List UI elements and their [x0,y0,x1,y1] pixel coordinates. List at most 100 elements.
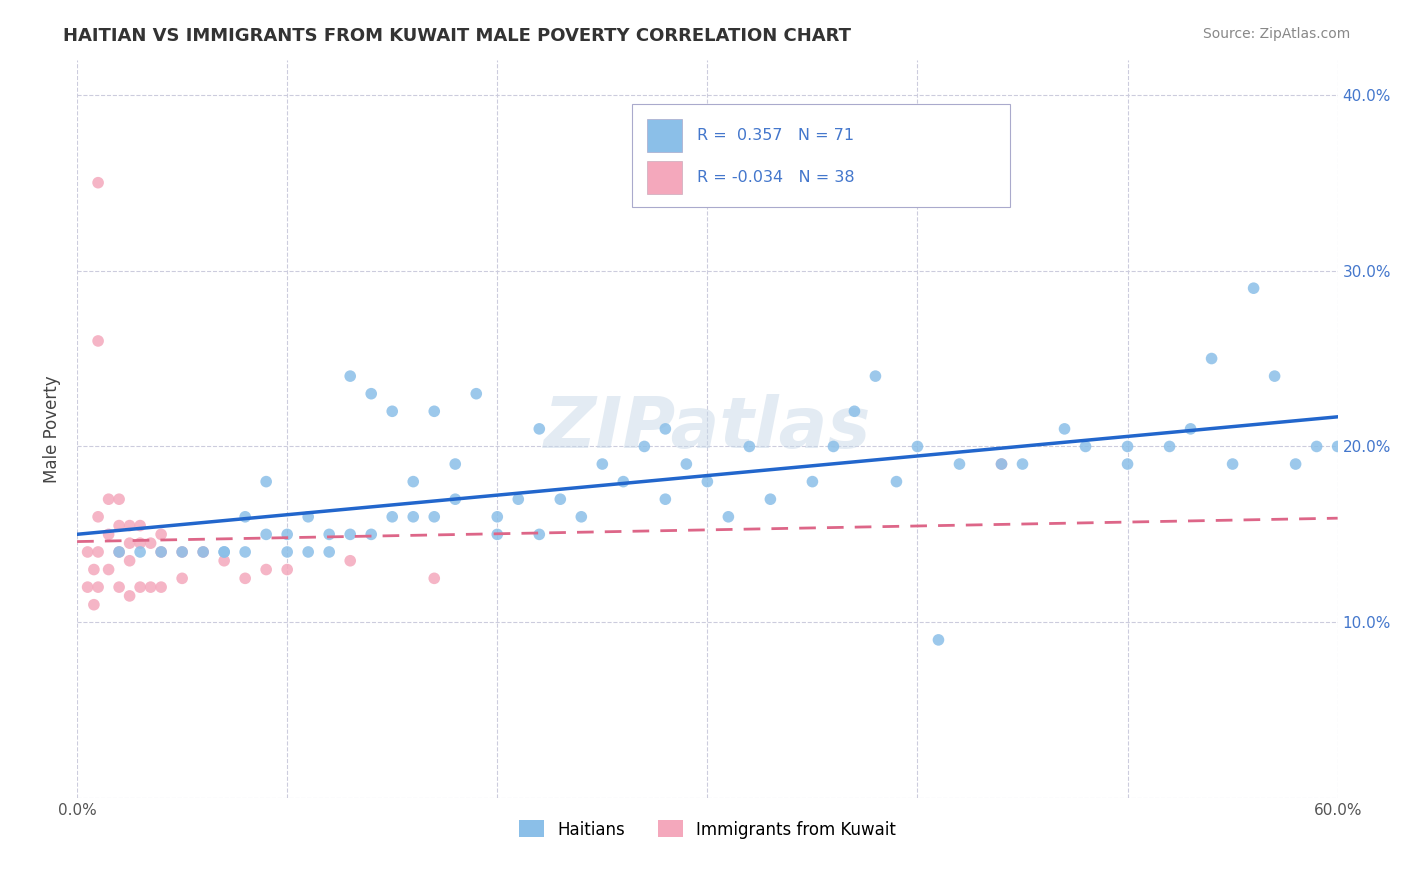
Point [108,518,131,533]
Point [508,492,530,507]
Point [108,545,131,559]
Point [738,440,761,454]
Point [87,545,110,559]
Point [1053,422,1076,436]
Point [276,527,298,541]
Point [990,457,1012,471]
FancyBboxPatch shape [647,161,682,194]
Point [139,536,162,550]
Point [297,545,319,559]
Point [1074,440,1097,454]
FancyBboxPatch shape [647,119,682,152]
Point [254,527,277,541]
Point [529,527,551,541]
Text: R = -0.034   N = 38: R = -0.034 N = 38 [697,170,855,186]
Point [801,475,824,489]
Point [360,527,382,541]
Point [339,554,361,568]
Point [150,545,173,559]
Point [569,509,592,524]
Point [76,545,98,559]
Point [696,475,718,489]
Point [423,509,446,524]
Point [76,580,98,594]
Point [87,334,110,348]
Point [212,554,235,568]
Point [423,571,446,585]
Point [1243,281,1265,295]
Point [97,527,120,541]
Point [318,545,340,559]
Point [1011,457,1033,471]
Point [360,386,382,401]
Point [87,176,110,190]
Point [129,545,152,559]
Point [87,509,110,524]
Point [87,580,110,594]
Point [97,563,120,577]
Point [339,369,361,384]
Point [150,580,173,594]
Point [118,554,141,568]
Point [865,369,887,384]
Point [402,509,425,524]
Point [254,563,277,577]
Point [907,440,929,454]
Point [83,563,105,577]
Point [886,475,908,489]
Point [465,386,488,401]
Point [529,422,551,436]
Point [233,545,256,559]
Point [1159,440,1181,454]
Point [108,545,131,559]
Point [172,545,194,559]
Point [1347,457,1369,471]
Point [191,545,214,559]
Point [486,527,509,541]
Point [297,509,319,524]
Point [1180,422,1202,436]
Point [381,404,404,418]
Text: ZIPatlas: ZIPatlas [544,394,872,463]
Point [1305,440,1327,454]
Point [118,518,141,533]
Point [129,580,152,594]
Point [212,545,235,559]
Point [381,509,404,524]
Text: Source: ZipAtlas.com: Source: ZipAtlas.com [1202,27,1350,41]
Point [118,536,141,550]
Point [276,545,298,559]
Point [108,580,131,594]
Point [948,457,970,471]
Point [591,457,613,471]
Point [108,492,131,507]
Point [675,457,697,471]
Point [444,457,467,471]
Point [1222,457,1244,471]
Point [191,545,214,559]
FancyBboxPatch shape [631,103,1010,207]
Point [1264,369,1286,384]
Point [1284,457,1306,471]
Point [759,492,782,507]
Point [612,475,634,489]
Point [172,571,194,585]
Point [844,404,866,418]
Point [129,536,152,550]
Point [990,457,1012,471]
Point [118,589,141,603]
Point [402,475,425,489]
Point [423,404,446,418]
Point [150,527,173,541]
Y-axis label: Male Poverty: Male Poverty [44,375,60,483]
Point [486,509,509,524]
Point [233,509,256,524]
Point [318,527,340,541]
Point [233,571,256,585]
Point [1326,440,1348,454]
Point [129,518,152,533]
Point [550,492,572,507]
Text: R =  0.357   N = 71: R = 0.357 N = 71 [697,128,855,144]
Text: HAITIAN VS IMMIGRANTS FROM KUWAIT MALE POVERTY CORRELATION CHART: HAITIAN VS IMMIGRANTS FROM KUWAIT MALE P… [63,27,851,45]
Point [927,632,949,647]
